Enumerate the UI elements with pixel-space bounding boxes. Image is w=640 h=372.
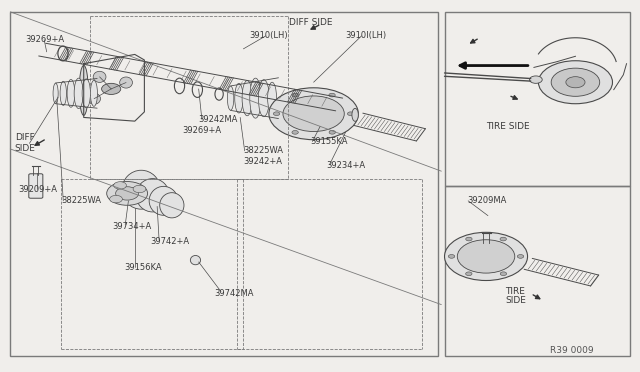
Text: DIFF: DIFF <box>15 133 35 142</box>
Ellipse shape <box>60 81 67 105</box>
Circle shape <box>500 272 507 276</box>
Ellipse shape <box>122 170 161 209</box>
Circle shape <box>114 182 127 189</box>
Text: 39742MA: 39742MA <box>214 289 254 298</box>
Text: DIFF SIDE: DIFF SIDE <box>289 19 333 28</box>
Text: 39155KA: 39155KA <box>310 137 348 146</box>
Ellipse shape <box>235 83 243 113</box>
Circle shape <box>551 68 600 96</box>
Text: 39234+A: 39234+A <box>326 161 365 170</box>
Ellipse shape <box>227 86 234 110</box>
Ellipse shape <box>88 93 100 104</box>
Bar <box>445 186 630 356</box>
Text: 3910(LH): 3910(LH) <box>250 31 289 41</box>
Ellipse shape <box>160 193 184 218</box>
Text: 39734+A: 39734+A <box>113 222 152 231</box>
Ellipse shape <box>79 65 88 115</box>
Ellipse shape <box>136 179 170 212</box>
Ellipse shape <box>250 78 261 118</box>
FancyBboxPatch shape <box>29 174 43 198</box>
Ellipse shape <box>268 82 276 114</box>
Ellipse shape <box>90 80 97 106</box>
Ellipse shape <box>149 186 178 215</box>
Circle shape <box>538 61 612 104</box>
FancyBboxPatch shape <box>478 242 493 269</box>
Ellipse shape <box>259 80 269 117</box>
Circle shape <box>329 93 335 97</box>
Circle shape <box>517 254 524 258</box>
Ellipse shape <box>242 81 252 116</box>
Circle shape <box>445 232 527 280</box>
Text: 39742+A: 39742+A <box>151 237 190 246</box>
Circle shape <box>283 96 344 132</box>
Text: SIDE: SIDE <box>505 296 526 305</box>
Circle shape <box>449 254 455 258</box>
Ellipse shape <box>74 78 83 109</box>
Text: 39269+A: 39269+A <box>25 35 64 44</box>
Circle shape <box>292 93 298 97</box>
Circle shape <box>348 112 354 116</box>
Circle shape <box>102 83 121 94</box>
Circle shape <box>458 240 515 273</box>
Text: 39269+A: 39269+A <box>182 126 222 135</box>
Text: TIRE SIDE: TIRE SIDE <box>486 122 530 131</box>
Text: 39242+A: 39242+A <box>243 157 282 166</box>
Ellipse shape <box>352 108 358 121</box>
Circle shape <box>292 131 298 134</box>
Ellipse shape <box>93 71 106 83</box>
Circle shape <box>466 237 472 241</box>
Text: 39242MA: 39242MA <box>198 115 238 124</box>
Text: R39 0009: R39 0009 <box>550 346 593 355</box>
Circle shape <box>500 237 506 241</box>
Circle shape <box>133 185 146 193</box>
Bar <box>10 12 438 356</box>
Circle shape <box>107 182 148 205</box>
Circle shape <box>566 77 585 88</box>
Text: 39209MA: 39209MA <box>467 196 506 205</box>
Text: SIDE: SIDE <box>15 144 36 153</box>
Text: 3910I(LH): 3910I(LH) <box>346 31 387 41</box>
Ellipse shape <box>120 77 132 88</box>
Ellipse shape <box>53 83 58 103</box>
Bar <box>445 12 630 186</box>
Ellipse shape <box>67 80 75 107</box>
Ellipse shape <box>82 79 90 108</box>
Text: 38225WA: 38225WA <box>61 196 101 205</box>
Circle shape <box>109 195 122 203</box>
Circle shape <box>329 131 335 134</box>
Circle shape <box>529 76 542 83</box>
Circle shape <box>466 272 472 276</box>
Text: TIRE: TIRE <box>505 287 525 296</box>
Ellipse shape <box>190 256 200 265</box>
Circle shape <box>116 187 139 200</box>
Circle shape <box>269 88 358 140</box>
Text: 39209+A: 39209+A <box>18 185 57 194</box>
Circle shape <box>273 112 280 116</box>
Text: 39156KA: 39156KA <box>124 263 161 272</box>
Text: 38225WA: 38225WA <box>243 146 284 155</box>
